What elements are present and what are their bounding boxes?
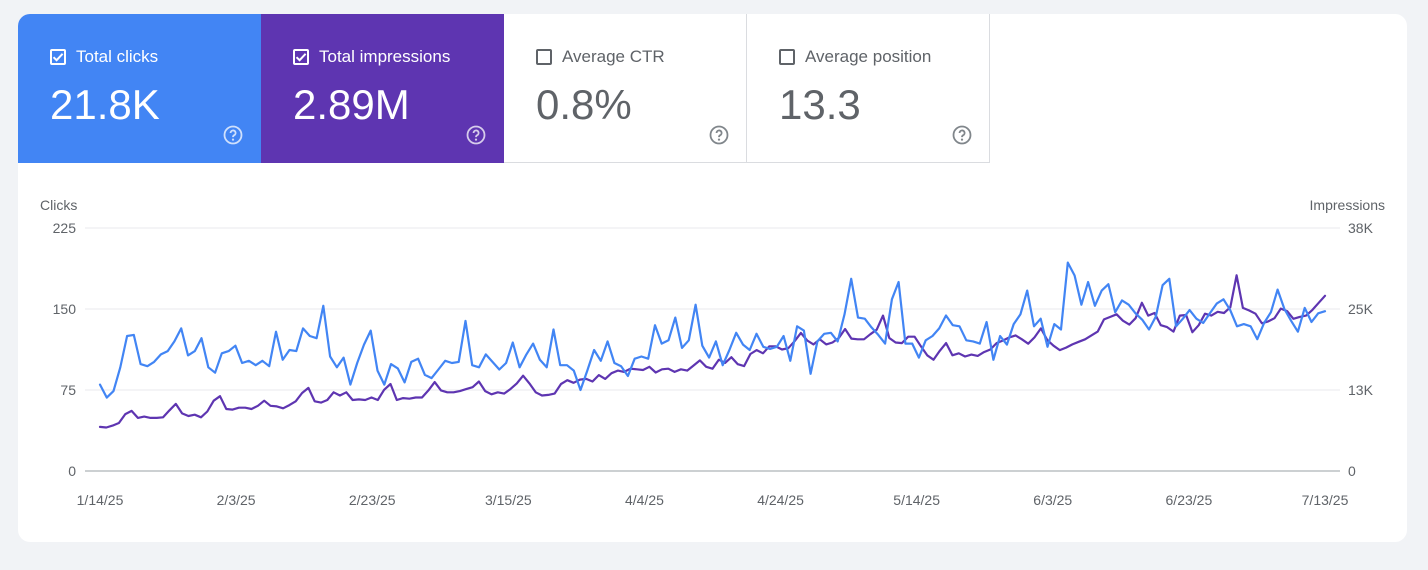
clicks-series-line [98, 261, 1327, 399]
right-y-tick-label: 38K [1348, 220, 1374, 236]
right-y-tick-label: 25K [1348, 301, 1374, 317]
help-icon[interactable] [223, 125, 243, 145]
x-tick-label: 7/13/25 [1302, 492, 1349, 508]
help-icon[interactable] [952, 125, 972, 145]
metric-label: Total clicks [76, 47, 159, 66]
metric-label: Total impressions [319, 47, 451, 66]
checkbox-unchecked-icon[interactable] [779, 49, 795, 65]
x-tick-label: 3/15/25 [485, 492, 532, 508]
metric-tile-average-ctr[interactable]: Average CTR 0.8% [504, 14, 747, 163]
help-icon[interactable] [709, 125, 729, 145]
x-tick-label: 5/14/25 [893, 492, 940, 508]
right-y-tick-label: 0 [1348, 463, 1356, 479]
metric-value: 0.8% [536, 81, 632, 128]
metric-tile-average-position[interactable]: Average position 13.3 [747, 14, 990, 163]
x-tick-label: 1/14/25 [77, 492, 124, 508]
metric-tile-total-impressions[interactable]: Total impressions 2.89M [261, 14, 504, 163]
checkbox-checked-icon[interactable] [293, 49, 309, 65]
metric-value: 2.89M [293, 81, 410, 128]
x-tick-label: 2/3/25 [217, 492, 256, 508]
x-tick-label: 4/4/25 [625, 492, 664, 508]
metric-tile-total-clicks[interactable]: Total clicks 21.8K [18, 14, 261, 163]
left-y-tick-label: 150 [53, 301, 77, 317]
x-tick-label: 6/23/25 [1166, 492, 1213, 508]
left-axis-title: Clicks [40, 197, 77, 213]
metric-tiles: Total clicks 21.8K Total impressions 2.8… [18, 14, 990, 163]
line-chart: Clicks Impressions 225 38K 150 25K 75 13K 0 0 1… [40, 197, 1385, 508]
help-icon[interactable] [466, 125, 486, 145]
left-y-tick-label: 0 [68, 463, 76, 479]
metric-label: Average position [805, 47, 932, 66]
checkbox-unchecked-icon[interactable] [536, 49, 552, 65]
performance-chart: Clicks Impressions 225 38K 150 25K 75 13K 0 0 1… [18, 14, 1407, 542]
right-axis-title: Impressions [1310, 197, 1385, 213]
performance-card: Total clicks 21.8K Total impressions 2.8… [18, 14, 1407, 542]
x-tick-label: 2/23/25 [349, 492, 396, 508]
left-y-tick-label: 75 [60, 382, 76, 398]
right-y-tick-label: 13K [1348, 382, 1374, 398]
metric-value: 21.8K [50, 81, 160, 128]
left-y-tick-label: 225 [53, 220, 77, 236]
metric-label: Average CTR [562, 47, 665, 66]
checkbox-checked-icon[interactable] [50, 49, 66, 65]
x-tick-label: 4/24/25 [757, 492, 804, 508]
x-tick-label: 6/3/25 [1033, 492, 1072, 508]
metric-value: 13.3 [779, 81, 861, 128]
impressions-series-line [98, 274, 1327, 429]
